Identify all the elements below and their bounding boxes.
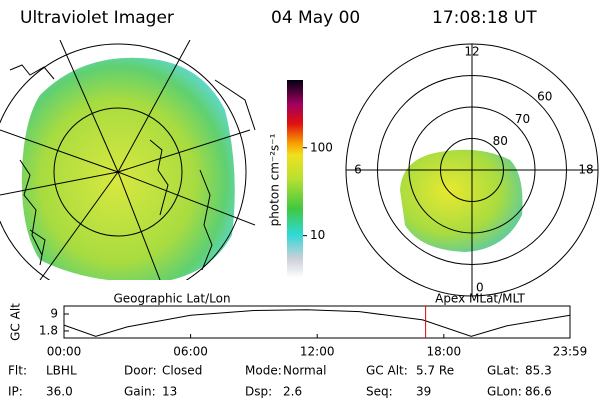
mlt-label: 6 — [354, 163, 362, 177]
header: Ultraviolet Imager 04 May 00 17:08:18 UT — [20, 8, 537, 28]
field-value: 85.3 — [525, 364, 552, 378]
field-value: Closed — [162, 364, 202, 378]
left-panel-label: Geographic Lat/Lon — [113, 292, 230, 306]
field-label: GLon: — [487, 385, 522, 399]
polar-grid — [345, 43, 599, 297]
colorbar-tick-label: 10 — [310, 228, 325, 242]
x-tick-label: 00:00 — [47, 345, 82, 359]
field-value: 2.6 — [283, 385, 302, 399]
footer: Flt: LBHL Door: Closed Mode: Normal GC Alt: 5.7… — [8, 364, 552, 399]
altitude-plot: 1.8 9 00:00 06:00 12:00 18:00 23:59 — [39, 306, 587, 359]
field-value: 86.6 — [525, 385, 552, 399]
title: Ultraviolet Imager — [20, 8, 174, 28]
date: 04 May 00 — [271, 8, 360, 28]
lat-label: 80 — [493, 134, 508, 148]
x-tick-label: 23:59 — [553, 345, 588, 359]
lat-label: 60 — [537, 90, 552, 104]
right-panel-label: Apex MLat/MLT — [435, 292, 525, 306]
mlt-label: 18 — [578, 163, 593, 177]
plot-frame — [63, 305, 571, 339]
field-value: 39 — [416, 385, 431, 399]
field-label: Seq: — [366, 385, 393, 399]
field-label: GLat: — [487, 364, 519, 378]
colorbar — [287, 80, 303, 278]
lat-label: 70 — [515, 112, 530, 126]
field-label: Gain: — [124, 385, 156, 399]
x-tick-label: 06:00 — [173, 345, 208, 359]
y-tick-label: 9 — [50, 307, 58, 321]
field-label: Mode: — [245, 364, 282, 378]
mag-image — [400, 149, 523, 252]
y-tick-label: 1.8 — [39, 323, 58, 337]
altitude-line — [63, 309, 571, 337]
colorbar-label: photon cm⁻²s⁻¹ — [268, 133, 282, 226]
mlt-label: 0 — [476, 281, 484, 295]
field-label: Flt: — [8, 364, 27, 378]
field-value: 13 — [162, 385, 177, 399]
field-label: IP: — [8, 385, 23, 399]
field-label: GC Alt: — [366, 364, 408, 378]
field-label: Door: — [124, 364, 157, 378]
field-label: Dsp: — [245, 385, 272, 399]
colorbar-axis: 10 100 — [303, 140, 333, 242]
x-tick-label: 18:00 — [427, 345, 462, 359]
colorbar-tick-label: 100 — [310, 140, 333, 154]
field-value: 36.0 — [46, 385, 73, 399]
mlt-label: 12 — [464, 45, 479, 59]
field-value: Normal — [283, 364, 326, 378]
field-value: LBHL — [46, 364, 77, 378]
time: 17:08:18 UT — [432, 8, 537, 28]
y-axis-label: GC Alt — [9, 303, 23, 341]
geo-image — [0, 40, 256, 280]
field-value: 5.7 Re — [416, 364, 454, 378]
x-tick-label: 12:00 — [300, 345, 335, 359]
